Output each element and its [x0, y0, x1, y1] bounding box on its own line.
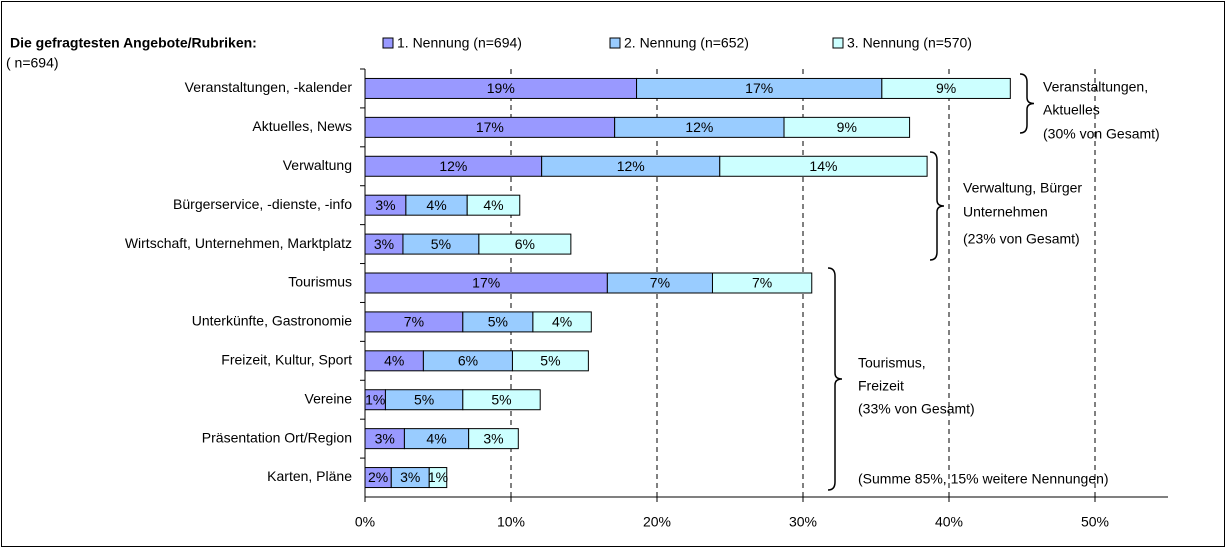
legend-swatch: [832, 37, 844, 49]
bar-segment: [462, 389, 541, 411]
y-tick-label: Tourismus: [288, 274, 352, 290]
value-label: 5%: [491, 391, 511, 407]
y-tick-label: Vereine: [305, 390, 353, 406]
value-label: 2%: [368, 469, 388, 485]
bar-segment: [478, 233, 572, 255]
value-label: 19%: [487, 80, 515, 96]
annotation: (30% von Gesamt): [1043, 126, 1160, 142]
y-tick-label: Aktuelles, News: [252, 118, 352, 134]
bar-segment: [511, 350, 589, 372]
y-tick-label: Bürgerservice, -dienste, -info: [173, 196, 352, 212]
chart-subtitle: ( n=694): [6, 55, 59, 71]
value-label: 3%: [374, 236, 394, 252]
legend-label: 3. Nennung (n=570): [847, 35, 972, 51]
value-label: 4%: [426, 430, 446, 446]
bar-segment: [468, 428, 519, 450]
y-tick-label: Präsentation Ort/Region: [202, 429, 352, 445]
value-label: 7%: [752, 275, 772, 291]
value-label: 12%: [685, 119, 713, 135]
chart-title: Die gefragtesten Angebote/Rubriken:: [10, 35, 257, 51]
value-label: 5%: [431, 236, 451, 252]
value-label: 14%: [809, 158, 837, 174]
legend-label: 2. Nennung (n=652): [624, 35, 749, 51]
x-tick-label: 40%: [935, 514, 963, 530]
value-label: 4%: [483, 197, 503, 213]
brace: [827, 267, 843, 491]
y-tick-label: Karten, Pläne: [267, 468, 352, 484]
value-label: 17%: [745, 80, 773, 96]
value-label: 6%: [515, 236, 535, 252]
value-label: 17%: [476, 119, 504, 135]
value-label: 1%: [365, 391, 385, 407]
x-tick-label: 50%: [1081, 514, 1109, 530]
value-label: 1%: [428, 469, 448, 485]
value-label: 12%: [439, 158, 467, 174]
value-label: 4%: [552, 314, 572, 330]
value-label: 5%: [488, 314, 508, 330]
legend-swatch: [609, 37, 621, 49]
value-label: 5%: [414, 391, 434, 407]
value-label: 4%: [384, 353, 404, 369]
y-tick-label: Veranstaltungen, -kalender: [185, 79, 353, 95]
bar-segment: [719, 155, 928, 177]
value-label: 6%: [458, 353, 478, 369]
value-label: 17%: [472, 275, 500, 291]
value-label: 4%: [426, 197, 446, 213]
brace: [929, 151, 945, 261]
annotation: Veranstaltungen,: [1043, 79, 1148, 95]
annotation: Freizeit: [858, 378, 904, 394]
x-tick-label: 20%: [643, 514, 671, 530]
annotation: (Summe 85%, 15% weitere Nennungen): [858, 471, 1109, 487]
annotation: Tourismus,: [858, 355, 926, 371]
annotation: (23% von Gesamt): [963, 231, 1080, 247]
y-tick-label: Verwaltung: [283, 157, 352, 173]
bar-segment: [466, 194, 521, 216]
bar-segment: [428, 467, 448, 489]
value-label: 3%: [483, 430, 503, 446]
bar-segment: [783, 116, 911, 138]
value-label: 9%: [936, 80, 956, 96]
x-tick-label: 0%: [355, 514, 375, 530]
annotation: Aktuelles: [1043, 102, 1100, 118]
y-tick-label: Unterkünfte, Gastronomie: [192, 313, 353, 329]
bar-segment: [881, 77, 1011, 99]
x-tick-label: 30%: [789, 514, 817, 530]
value-label: 3%: [400, 469, 420, 485]
value-label: 3%: [375, 197, 395, 213]
y-tick-label: Wirtschaft, Unternehmen, Marktplatz: [125, 235, 352, 251]
bar-segment: [532, 311, 592, 333]
value-label: 3%: [375, 430, 395, 446]
y-tick-label: Freizeit, Kultur, Sport: [221, 352, 352, 368]
value-label: 7%: [404, 314, 424, 330]
legend-label: 1. Nennung (n=694): [397, 35, 522, 51]
value-label: 7%: [650, 275, 670, 291]
legend-swatch: [382, 37, 394, 49]
annotation: (33% von Gesamt): [858, 401, 975, 417]
value-label: 5%: [540, 353, 560, 369]
value-label: 12%: [617, 158, 645, 174]
brace: [1019, 73, 1035, 134]
value-label: 9%: [837, 119, 857, 135]
bar-segment: [711, 272, 813, 294]
x-tick-label: 10%: [497, 514, 525, 530]
annotation: Verwaltung, Bürger: [963, 180, 1082, 196]
annotation: Unternehmen: [963, 204, 1048, 220]
